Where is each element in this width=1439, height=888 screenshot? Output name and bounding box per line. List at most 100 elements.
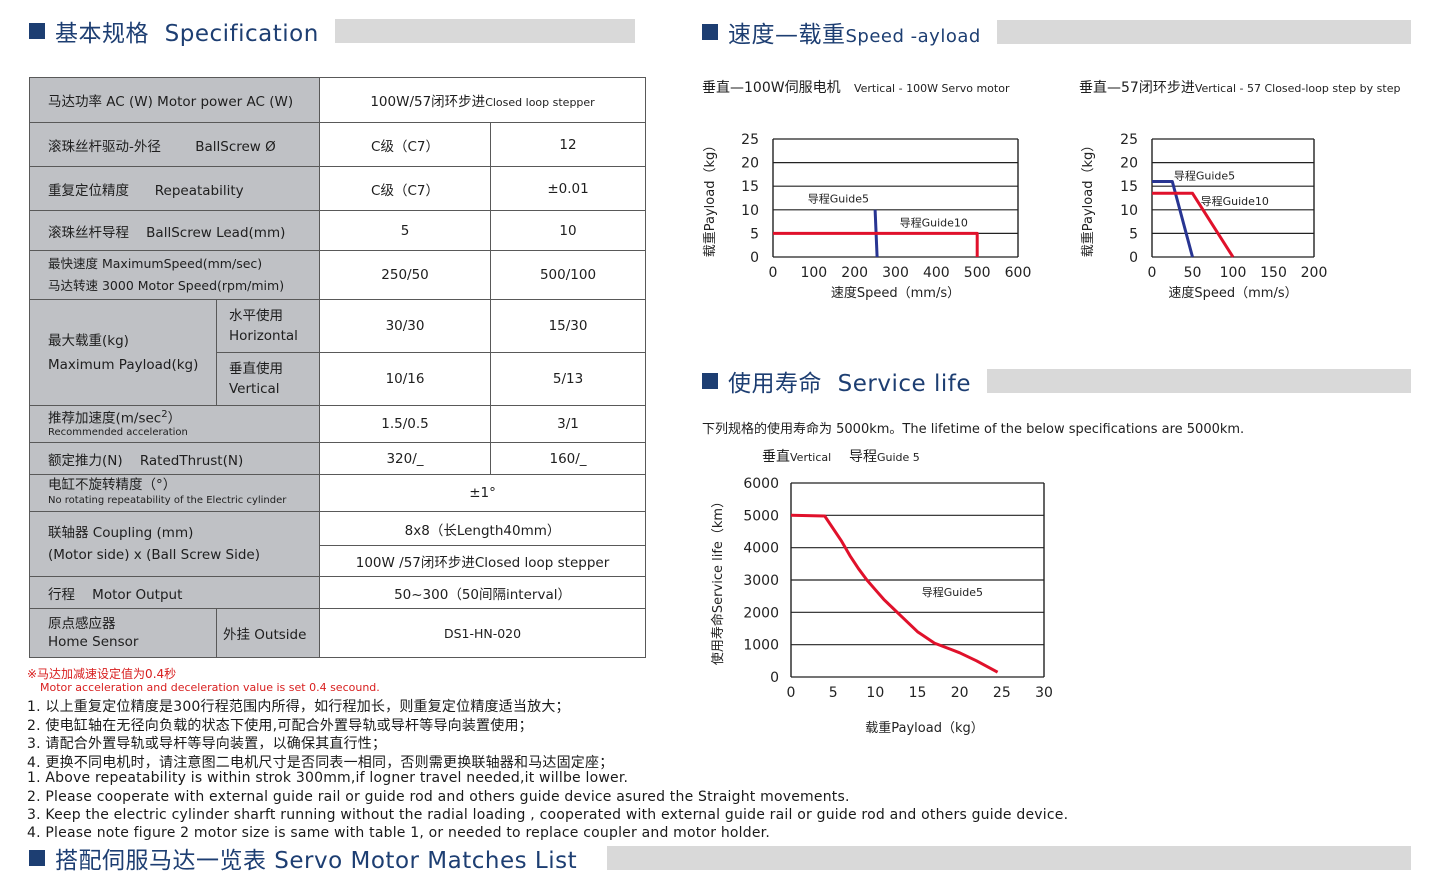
section-marker-icon <box>29 850 45 866</box>
x-tick-label: 100 <box>800 265 827 281</box>
x-tick-label: 100 <box>1220 265 1247 281</box>
y-tick-label: 0 <box>1129 250 1138 266</box>
sub-label: 垂直使用 Vertical <box>215 352 321 406</box>
row-label: 推荐加速度(m/sec2） Recommended acceleration <box>28 405 321 443</box>
y-tick-label: 15 <box>741 179 759 195</box>
y-tick-label: 20 <box>1120 156 1138 172</box>
x-axis-label: 速度Speed（mm/s） <box>831 285 960 301</box>
x-tick-label: 30 <box>1035 685 1053 701</box>
life-caption: 下列规格的使用寿命为 5000km。The lifetime of the be… <box>702 422 1245 437</box>
cell-value: 15/30 <box>490 299 647 353</box>
cell-value: ±1° <box>319 474 647 512</box>
section-divider-bar <box>986 369 1411 393</box>
y-tick-label: 2000 <box>743 605 779 621</box>
cell-value: 100W/57闭环步进Closed loop stepper <box>319 77 647 123</box>
section-divider-bar <box>334 19 635 43</box>
row-label: 电缸不旋转精度（°） No rotating repeatability of t… <box>28 474 321 512</box>
row-label: 最大载重(kg) Maximum Payload(kg) <box>29 299 217 406</box>
table-row: 马达功率 AC (W) Motor power AC (W) 100W/57闭环… <box>28 77 647 123</box>
speed-payload-chart-servo: 0 5 10 15 20 25 0 100 200 300 400 500 600 速度Speed（mm/… <box>702 132 1031 301</box>
x-tick-label: 400 <box>923 265 950 281</box>
table-row: 推荐加速度(m/sec2） Recommended acceleration 1.… <box>28 405 647 443</box>
chart1-heading: 垂直—100W伺服电机 Vertical - 100W Servo motor <box>702 80 1010 96</box>
y-tick-label: 25 <box>741 132 759 148</box>
table-row: 原点感应器 Home Sensor 外挂 Outside DS1-HN-020 <box>29 608 647 658</box>
table-row: 电缸不旋转精度（°） No rotating repeatability of t… <box>28 474 647 512</box>
cell-value: 100W /57闭环步进Closed loop stepper <box>319 545 647 577</box>
life-subheading: 垂直Vertical 导程Guide 5 <box>762 449 920 465</box>
cell-value: 50~300（50间隔interval） <box>319 576 647 609</box>
row-label: 滚珠丝杆驱动-外径 BallScrew Ø <box>28 122 321 167</box>
spec-table: 马达功率 AC (W) Motor power AC (W) 100W/57闭环… <box>28 77 647 658</box>
section-title: 使用寿命 Service life <box>728 371 971 397</box>
chart2-heading: 垂直—57闭环步进Vertical - 57 Closed-loop step … <box>1079 80 1401 96</box>
y-tick-label: 0 <box>750 250 759 266</box>
section-title: 基本规格 Specification <box>55 21 319 47</box>
row-label: 联轴器 Coupling (mm) (Motor side) x (Ball Sc… <box>28 511 321 577</box>
section-marker-icon <box>29 23 45 39</box>
table-row: 重复定位精度 Repeatability C级（C7） ±0.01 <box>28 166 647 211</box>
cell-value: C级（C7） <box>319 166 492 211</box>
y-tick-label: 20 <box>741 156 759 172</box>
table-row: 100W /57闭环步进Closed loop stepper <box>30 545 647 577</box>
y-tick-label: 5 <box>1129 226 1138 242</box>
series-line <box>1152 180 1194 258</box>
series-line <box>1152 191 1235 258</box>
life-section-header: 使用寿命 Service life <box>702 366 1411 397</box>
y-tick-label: 15 <box>1120 179 1138 195</box>
x-tick-label: 5 <box>829 685 838 701</box>
row-label: 滚珠丝杆导程 BallScrew Lead(mm) <box>28 210 321 251</box>
x-axis-label: 载重Payload（kg） <box>865 720 983 736</box>
note-line: 1. Above repeatability is within strok 3… <box>27 770 629 786</box>
section-marker-icon <box>702 373 718 389</box>
cell-value: ±0.01 <box>490 166 647 211</box>
x-tick-label: 20 <box>951 685 969 701</box>
x-tick-label: 15 <box>909 685 927 701</box>
x-tick-label: 50 <box>1184 265 1202 281</box>
note-line: 3. Keep the electric cylinder sharft run… <box>27 807 1069 823</box>
y-tick-label: 1000 <box>743 638 779 654</box>
row-label: 行程 Motor Output <box>28 576 321 609</box>
cell-value: 12 <box>490 122 647 167</box>
x-tick-label: 200 <box>1301 265 1328 281</box>
x-tick-label: 150 <box>1260 265 1287 281</box>
table-row: 垂直使用 Vertical 10/16 5/13 <box>30 352 647 406</box>
row-label: 额定推力(N) RatedThrust(N) <box>28 442 321 475</box>
y-tick-label: 0 <box>770 670 779 686</box>
table-row: 滚珠丝杆驱动-外径 BallScrew Ø C级（C7） 12 <box>28 122 647 167</box>
y-tick-label: 10 <box>741 203 759 219</box>
series-label: 导程Guide10 <box>900 216 968 229</box>
cell-value: 3/1 <box>490 405 647 443</box>
section-marker-icon <box>702 24 718 40</box>
cell-value: 500/100 <box>490 250 647 300</box>
service-life-chart: 0 1000 2000 3000 4000 5000 6000 0 5 10 15 20 25 30 载重P… <box>710 476 1053 736</box>
note-line: 4. 更换不同电机时，请注意图二电机尺寸是否同表一相同，否则需更换联轴器和马达固… <box>27 755 614 771</box>
table-row: 联轴器 Coupling (mm) (Motor side) x (Ball Sc… <box>28 511 647 577</box>
note-line: 4. Please note figure 2 motor size is sa… <box>27 825 770 841</box>
cell-value: 10/16 <box>319 352 492 406</box>
section-divider-bar <box>607 846 1411 870</box>
note-red-en: Motor acceleration and deceleration valu… <box>40 681 380 694</box>
x-tick-label: 200 <box>841 265 868 281</box>
cell-value: 10 <box>490 210 647 251</box>
row-label: 最快速度 MaximumSpeed(mm/sec) 马达转速 3000 Motor… <box>28 250 321 300</box>
x-tick-label: 0 <box>1148 265 1157 281</box>
servo-section-header: 搭配伺服马达一览表 Servo Motor Matches List <box>29 843 1411 874</box>
note-line: 2. Please cooperate with external guide … <box>27 789 850 805</box>
spec-section-header: 基本规格 Specification <box>29 16 635 47</box>
section-title: 搭配伺服马达一览表 Servo Motor Matches List <box>55 848 578 874</box>
x-tick-label: 0 <box>787 685 796 701</box>
cell-value: 8x8（长Length40mm） <box>319 511 647 546</box>
x-tick-label: 10 <box>866 685 884 701</box>
row-label: 原点感应器 Home Sensor <box>29 608 217 658</box>
section-title: 速度—载重Speed -ayload <box>728 22 981 48</box>
x-tick-label: 500 <box>964 265 991 281</box>
y-axis-label: 使用寿命Service life（km） <box>710 495 726 665</box>
table-row: 最快速度 MaximumSpeed(mm/sec) 马达转速 3000 Motor… <box>28 250 647 300</box>
cell-value: C级（C7） <box>319 122 492 167</box>
y-tick-label: 5 <box>750 226 759 242</box>
cell-value: 30/30 <box>319 299 492 353</box>
series-label: 导程Guide5 <box>922 586 983 599</box>
speed-section-header: 速度—载重Speed -ayload <box>702 17 1411 48</box>
